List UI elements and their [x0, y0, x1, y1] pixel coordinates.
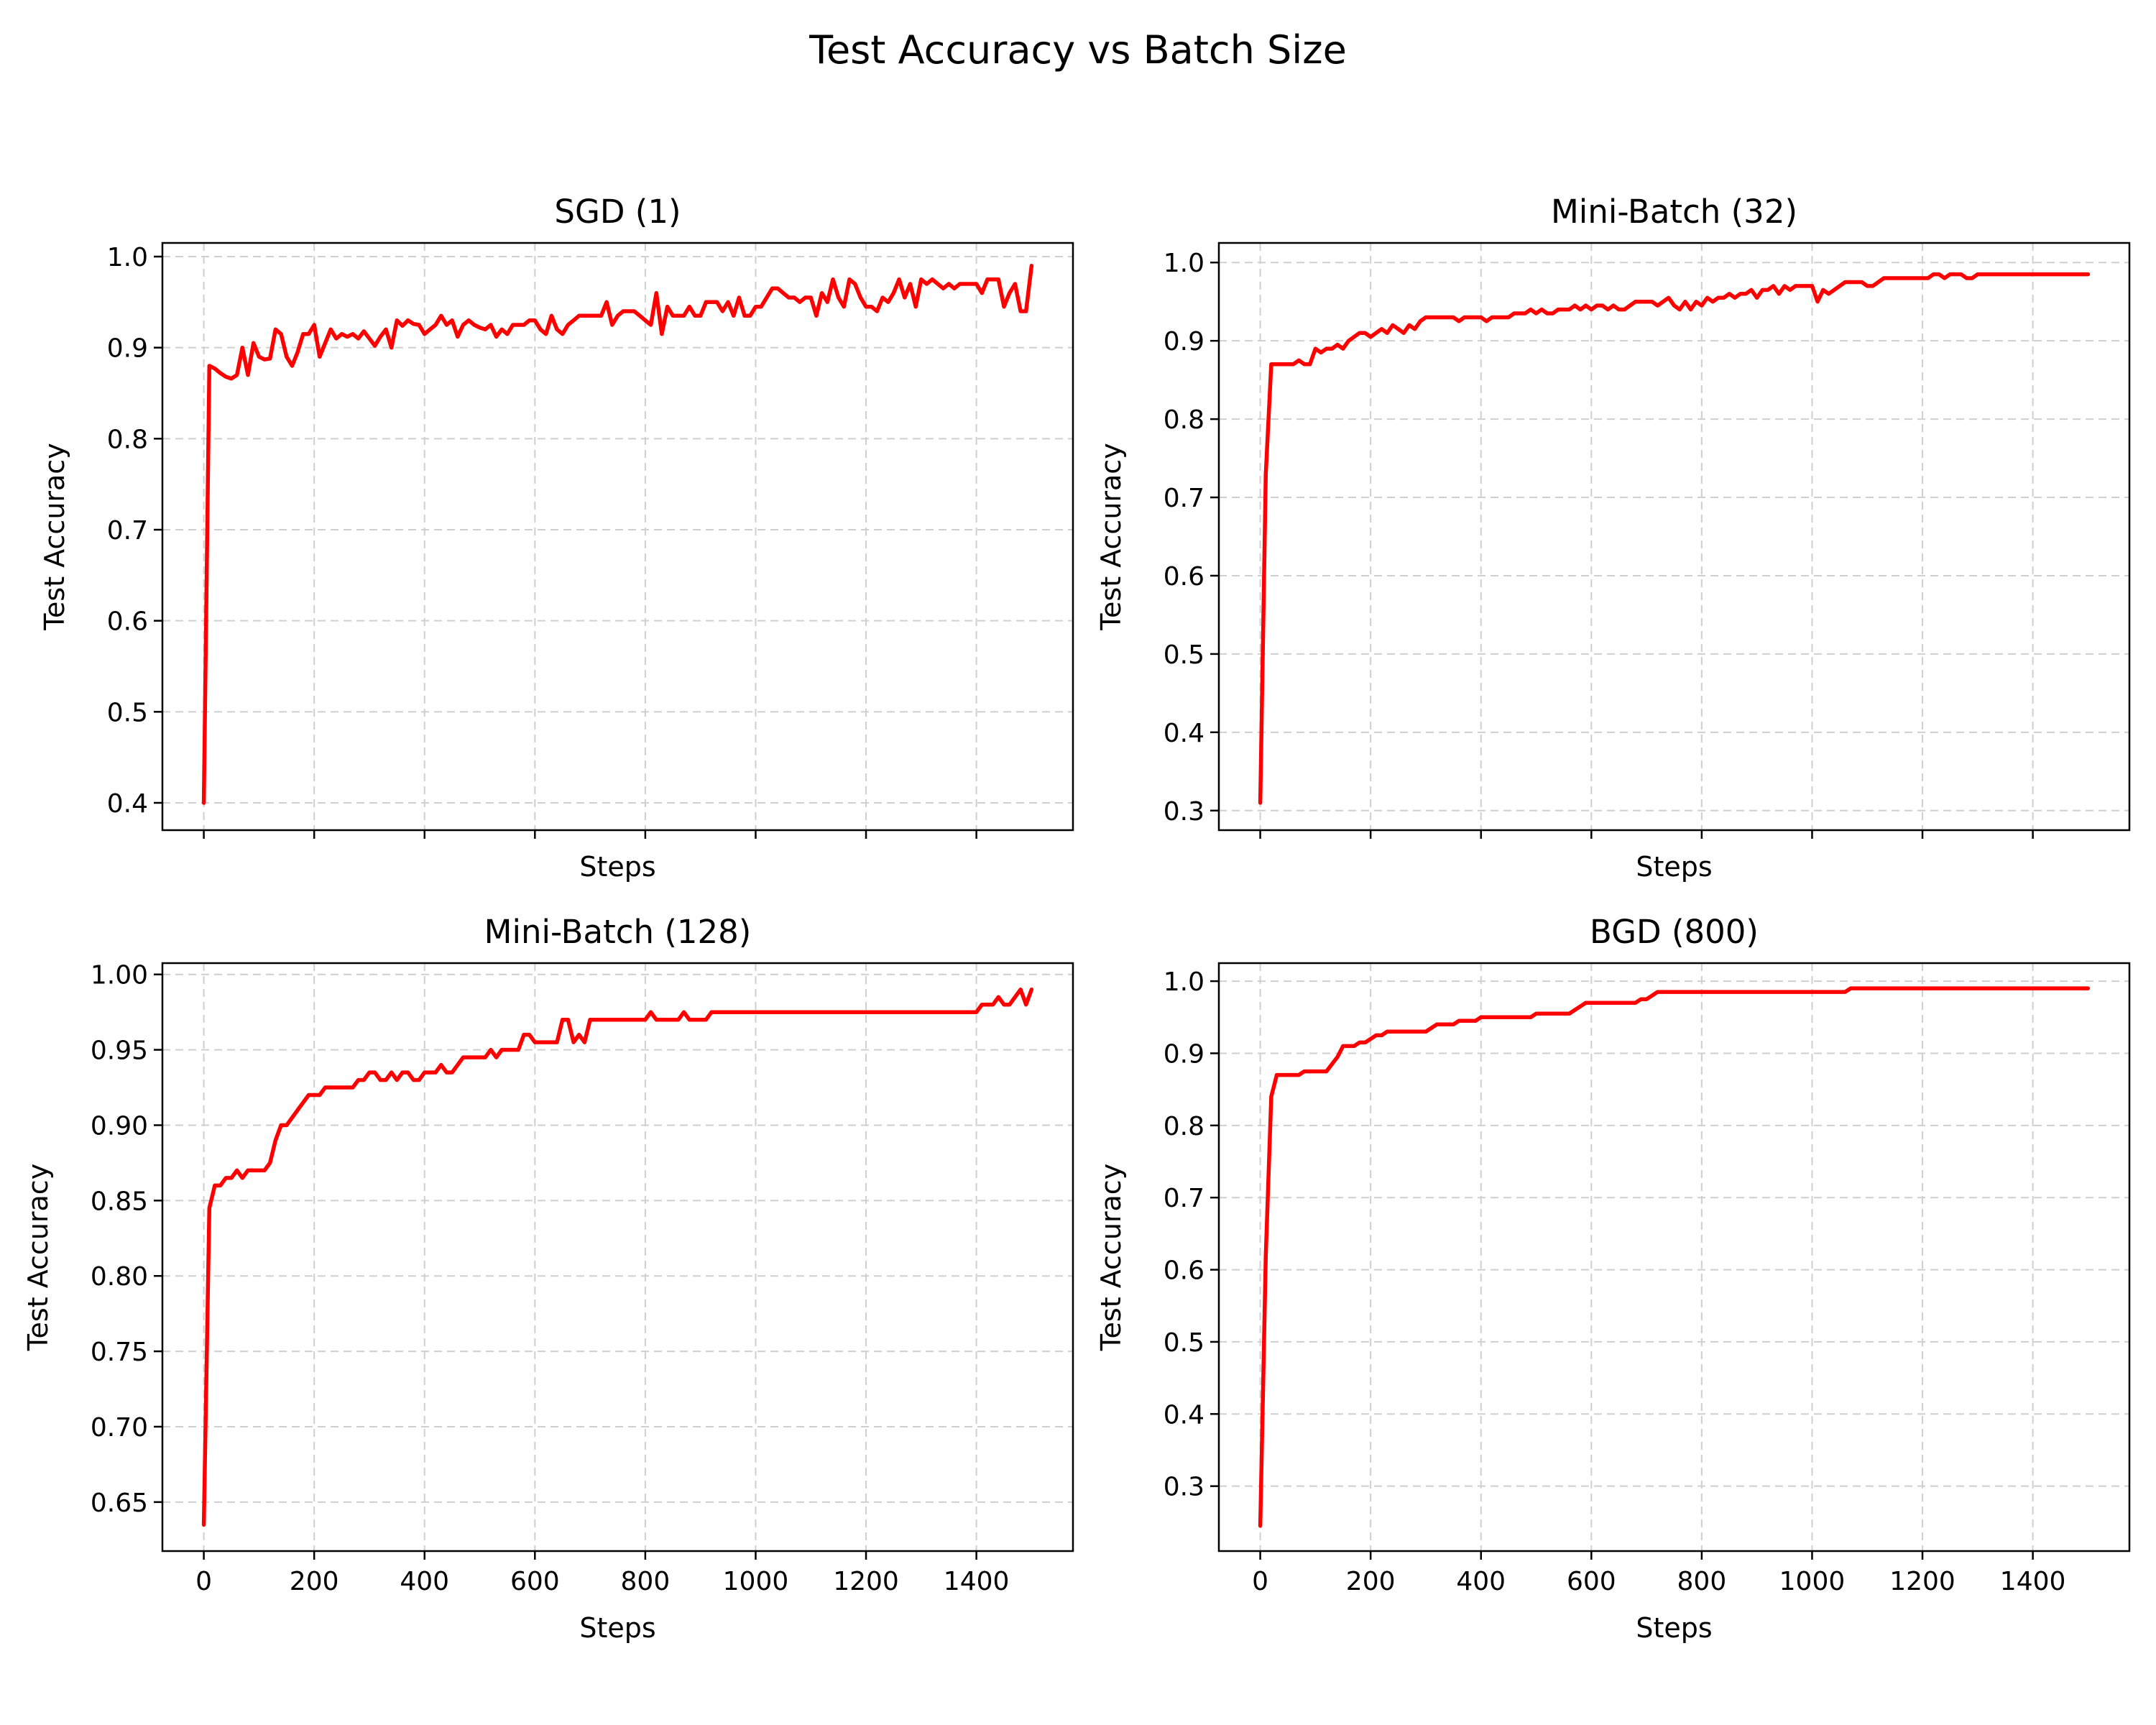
y-tick-label: 0.5: [1164, 1328, 1204, 1358]
x-axis-label: Steps: [1636, 851, 1712, 883]
x-tick-label: 800: [621, 1567, 671, 1596]
y-tick-label: 0.6: [1164, 562, 1204, 592]
axes-frame: [1217, 242, 2131, 832]
figure-title: Test Accuracy vs Batch Size: [808, 27, 1347, 73]
grid: [1219, 963, 2129, 1551]
y-tick-label: 0.4: [1164, 1400, 1204, 1430]
x-axis-label: Steps: [579, 1612, 655, 1644]
y-tick-label: 0.7: [107, 516, 148, 546]
x-tick-label: 0: [1252, 1567, 1268, 1596]
subplot-title: SGD (1): [554, 193, 681, 231]
y-tick-label: 0.8: [1164, 1112, 1204, 1141]
y-tick-label: 0.8: [107, 425, 148, 454]
y-tick-label: 0.75: [91, 1338, 148, 1367]
accuracy-line: [1258, 986, 2091, 1528]
x-tick-label: 600: [1567, 1567, 1616, 1596]
x-tick-label: 1200: [833, 1567, 899, 1596]
accuracy-line: [1258, 272, 2091, 805]
y-tick-label: 0.7: [1164, 484, 1204, 513]
x-tick-label: 400: [400, 1567, 449, 1596]
x-tick-label: 200: [1346, 1567, 1396, 1596]
y-tick-label: 0.65: [91, 1489, 148, 1518]
y-tick-label: 0.5: [107, 698, 148, 727]
y-tick-label: 0.4: [107, 789, 148, 819]
x-tick-label: 200: [290, 1567, 339, 1596]
axes-frame: [161, 242, 1074, 832]
y-tick-label: 0.3: [1164, 1473, 1204, 1502]
x-tick-label: 0: [195, 1567, 212, 1596]
y-tick-label: 0.5: [1164, 640, 1204, 670]
y-tick-label: 0.6: [1164, 1256, 1204, 1286]
subplot-mini-batch-128: 0 200 400 600 800 1000 1200 1400 0.65 0.70 0.75 0.8…: [22, 913, 1074, 1644]
y-tick-label: 0.90: [91, 1111, 148, 1141]
y-tick-label: 1.0: [107, 243, 148, 272]
subplot-title: Mini-Batch (32): [1551, 193, 1797, 231]
y-axis-label: Test Accuracy: [39, 443, 70, 630]
y-tick-label: 0.7: [1164, 1184, 1204, 1213]
x-tick-label: 1200: [1889, 1567, 1955, 1596]
y-tick-label: 0.70: [91, 1413, 148, 1443]
subplot-title: BGD (800): [1590, 913, 1759, 951]
subplot-grid: 0.4 0.5 0.6 0.7 0.8 0.9 1.0 SGD (1) Steps Test Ac…: [22, 193, 2131, 1644]
accuracy-line: [201, 263, 1034, 805]
x-tick-label: 1000: [1779, 1567, 1846, 1596]
x-tick-label: 1400: [944, 1567, 1010, 1596]
axes-frame: [1217, 962, 2131, 1552]
x-tick-label: 600: [510, 1567, 560, 1596]
x-tick-label: 1000: [723, 1567, 789, 1596]
subplot-mini-batch-32: 0.3 0.4 0.5 0.6 0.7 0.8 0.9 1.0 Mini-Batch (32) S…: [1095, 193, 2131, 883]
grid: [1219, 243, 2129, 830]
y-axis-label: Test Accuracy: [22, 1164, 54, 1351]
x-axis-label: Steps: [1636, 1612, 1712, 1644]
x-tick-label: 1400: [2000, 1567, 2066, 1596]
y-axis-label: Test Accuracy: [1095, 1164, 1127, 1351]
x-axis-label: Steps: [579, 851, 655, 883]
subplot-bgd: 0 200 400 600 800 1000 1200 1400 0.3 0.4 0.5 0.6 0.7…: [1095, 913, 2131, 1644]
grid: [162, 963, 1073, 1551]
x-tick-label: 800: [1677, 1567, 1727, 1596]
y-tick-label: 0.9: [107, 334, 148, 364]
subplot-sgd: 0.4 0.5 0.6 0.7 0.8 0.9 1.0 SGD (1) Steps Test Ac…: [39, 193, 1074, 883]
y-tick-label: 0.8: [1164, 405, 1204, 435]
y-tick-label: 0.95: [91, 1036, 148, 1066]
y-tick-label: 0.85: [91, 1187, 148, 1216]
y-tick-label: 0.3: [1164, 797, 1204, 827]
subplot-title: Mini-Batch (128): [484, 913, 752, 951]
y-axis-label: Test Accuracy: [1095, 443, 1127, 630]
y-tick-label: 0.80: [91, 1262, 148, 1292]
y-tick-label: 1.0: [1164, 967, 1204, 997]
x-tick-label: 400: [1456, 1567, 1506, 1596]
y-tick-label: 0.9: [1164, 1039, 1204, 1069]
grid: [162, 243, 1073, 830]
accuracy-line: [201, 987, 1034, 1527]
y-tick-label: 1.0: [1164, 249, 1204, 278]
y-tick-label: 1.00: [91, 961, 148, 990]
y-tick-label: 0.4: [1164, 719, 1204, 748]
y-tick-label: 0.6: [107, 607, 148, 637]
axes-frame: [161, 962, 1074, 1552]
y-tick-label: 0.9: [1164, 327, 1204, 356]
